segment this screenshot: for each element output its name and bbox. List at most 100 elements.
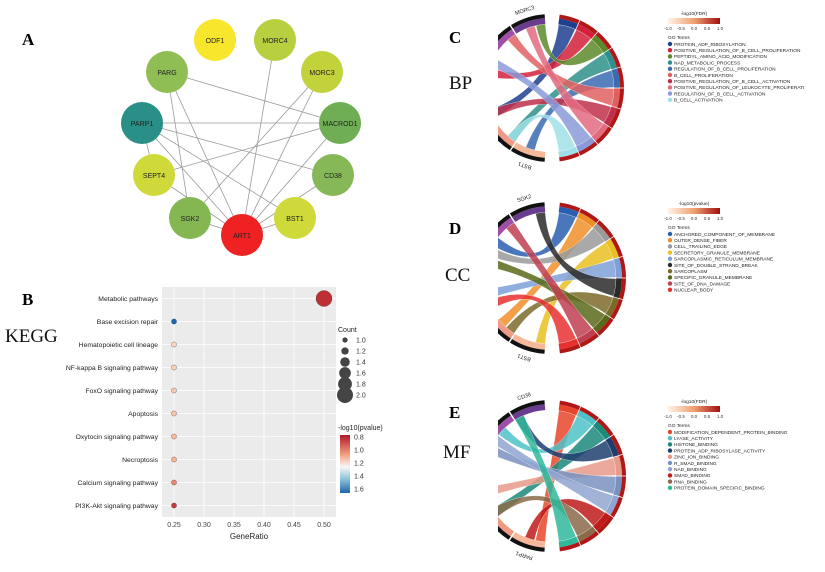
count-legend-dot xyxy=(340,357,350,367)
gene-sector xyxy=(498,516,515,537)
go-term-label: SPECIFIC_GRANULE_MEMBRANE xyxy=(674,275,752,281)
chord-ribbon xyxy=(498,24,576,116)
x-tick-label: 0.40 xyxy=(257,522,271,529)
go-term-label: SARCOPLASMIC_RETICULUM_MEMBRANE xyxy=(674,257,773,263)
go-term-label: PROTEIN_ADP_RIBOSYLATION xyxy=(674,42,746,48)
go-term-swatch xyxy=(667,48,673,53)
scale-tick: 0.0 xyxy=(691,26,698,31)
network-edge xyxy=(241,39,276,236)
count-legend-label: 1.2 xyxy=(356,349,366,356)
chord-diagram-cc: BST1PARP1ART1MORC4CD38SGK2 -log10(pvalue)… xyxy=(498,194,775,362)
go-term-swatch xyxy=(667,436,673,441)
network-node: SGK2 xyxy=(169,197,211,239)
go-term-label: POSITIVE_REGULATION_OF_B_CELL_PROLIFERAT… xyxy=(674,48,801,54)
scale-tick: -0.5 xyxy=(677,414,685,419)
node-label: ART1 xyxy=(233,233,251,240)
scale-tick: 1.0 xyxy=(717,216,724,221)
panel-letter-e: E xyxy=(449,403,461,422)
chord-ribbon xyxy=(514,415,577,542)
node-label: CD38 xyxy=(324,173,342,180)
go-term-swatch xyxy=(667,72,673,78)
term-sector-band xyxy=(578,141,598,156)
go-term-swatch xyxy=(667,85,673,90)
network-edge xyxy=(141,122,334,176)
go-term-label: B_CELL_PROLIFERATION xyxy=(674,73,733,79)
node-circle xyxy=(121,102,163,144)
pvalue-legend-label: 1.6 xyxy=(354,487,364,494)
chord-ribbon xyxy=(498,259,617,296)
term-sector-band xyxy=(579,333,599,348)
gene-sector xyxy=(513,18,546,34)
network-edge xyxy=(153,122,341,176)
go-term-swatch xyxy=(667,281,673,286)
gene-sector xyxy=(512,334,546,350)
chord-ribbons xyxy=(498,212,617,344)
term-sector xyxy=(613,278,622,299)
go-term-swatch xyxy=(667,66,673,71)
term-sector xyxy=(592,223,611,242)
go-term-label: ZINC_ION_BINDING xyxy=(674,455,719,461)
go-term-label: R_SMAD_BINDING xyxy=(674,461,717,467)
x-axis-label: GeneRatio xyxy=(230,532,269,541)
node-circle xyxy=(274,197,316,239)
network-edge xyxy=(141,122,243,236)
panel-letter-d: D xyxy=(449,219,462,238)
count-legend-dot xyxy=(337,387,353,403)
pathway-labels: Metabolic pathways Base excision repair He… xyxy=(66,296,159,510)
gene-sector-band xyxy=(510,147,545,162)
go-term-label: SITE_OF_DOUBLE_STRAND_BREAK xyxy=(674,263,759,269)
pvalue-legend-label: 1.4 xyxy=(354,474,364,481)
gene-sector xyxy=(512,532,546,548)
mf-label: MF xyxy=(443,442,471,463)
term-sector xyxy=(611,68,620,88)
term-sector-band xyxy=(619,256,626,278)
go-term-label: OUTER_DENSE_FIBER xyxy=(674,238,727,244)
count-legend-label: 1.6 xyxy=(356,371,366,378)
term-sector-band xyxy=(559,152,580,162)
term-sector xyxy=(592,421,611,440)
count-legend-label: 1.0 xyxy=(356,338,366,345)
term-sector xyxy=(558,18,578,30)
go-terms-title: GO Terms xyxy=(668,423,690,429)
node-circle xyxy=(194,19,236,61)
term-sector xyxy=(558,536,579,548)
node-circle xyxy=(319,102,361,144)
term-sector xyxy=(605,238,619,259)
gene-label: BST1 xyxy=(517,160,532,170)
go-term-label: REGULATION_OF_B_CELL_ACTIVATION xyxy=(674,91,766,97)
gene-sector xyxy=(498,217,515,238)
term-sectors xyxy=(558,400,626,552)
scale-tick: 0.5 xyxy=(704,414,711,419)
node-label: MORC4 xyxy=(262,38,287,45)
term-sector xyxy=(592,314,611,333)
network-node: SEPT4 xyxy=(133,154,175,196)
go-term-label: B_CELL_ACTIVATION xyxy=(674,98,723,104)
node-label: ODF1 xyxy=(206,38,225,45)
term-sector-band xyxy=(619,278,626,300)
go-term-label: ANCHORED_COMPONENT_OF_MEMBRANE xyxy=(674,232,775,238)
data-point xyxy=(171,502,177,509)
x-tick-label: 0.25 xyxy=(167,522,181,529)
gene-label: BST1 xyxy=(517,352,532,362)
term-sector-band xyxy=(596,418,614,437)
pvalue-legend-label: 0.8 xyxy=(354,435,364,442)
go-term-label: PROTEIN_DOMAIN_SPECIFIC_BINDING xyxy=(674,486,765,492)
scale-tick: -0.5 xyxy=(677,216,685,221)
scale-tick: 0.5 xyxy=(704,216,711,221)
node-label: MACROD1 xyxy=(322,121,357,128)
go-term-label: POSITIVE_REGULATION_OF_LEUKOCYTE_PROLIFE… xyxy=(674,85,804,91)
go-term-label: NAD_BINDING xyxy=(674,467,707,473)
gene-sector xyxy=(512,404,546,420)
pathway-label: Oxytocin signaling pathway xyxy=(76,434,159,441)
gene-label: MORC3 xyxy=(515,5,536,17)
kegg-dot-plot: Metabolic pathways Base excision repair He… xyxy=(66,287,383,541)
go-term-swatch xyxy=(667,91,673,96)
go-term-swatch xyxy=(667,442,673,447)
term-sector-band xyxy=(596,317,614,336)
data-point xyxy=(315,290,333,307)
term-sector-band xyxy=(579,208,599,223)
count-legend-title: Count xyxy=(338,327,357,334)
term-sector-band xyxy=(595,126,612,145)
count-legend-dot xyxy=(342,337,348,343)
count-legend-dot xyxy=(339,367,351,379)
